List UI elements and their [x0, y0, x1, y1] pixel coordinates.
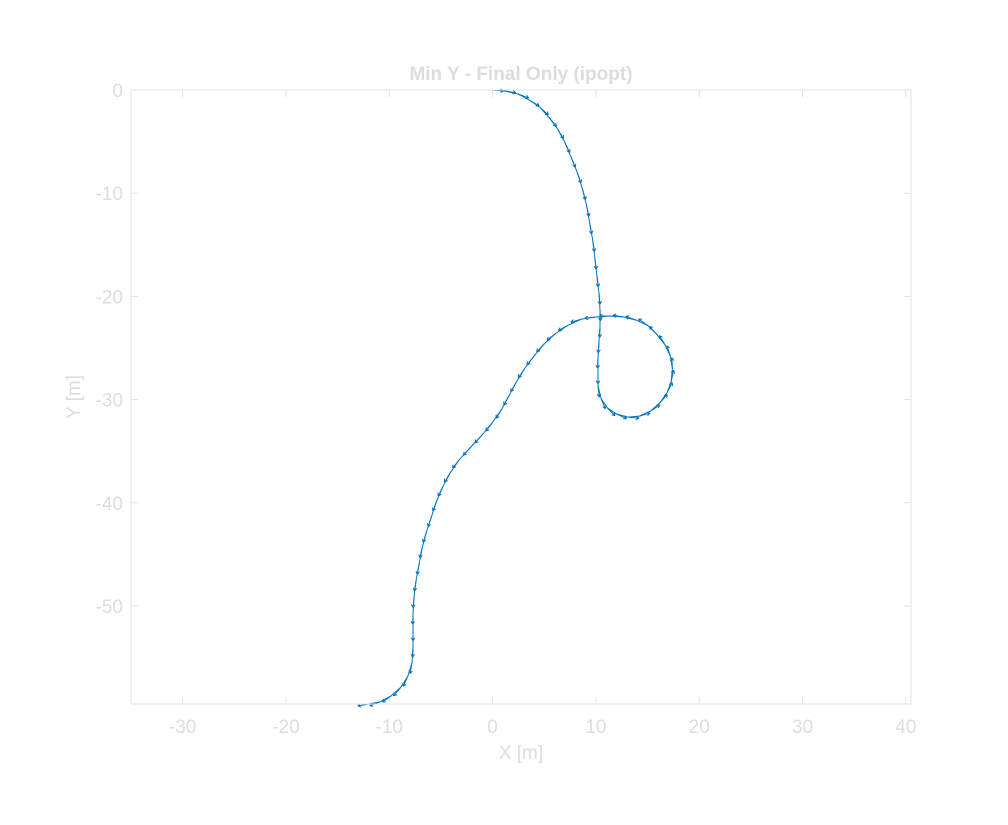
x-tick-label: 0 [487, 717, 498, 738]
chart-title: Min Y - Final Only (ipopt) [409, 64, 632, 85]
y-tick-label: -40 [96, 494, 123, 515]
y-tick-label: -10 [96, 184, 123, 205]
x-tick-label: -10 [376, 717, 403, 738]
trajectory-line [368, 89, 673, 705]
x-tick-label: 40 [895, 717, 916, 738]
y-tick-label: 0 [112, 81, 123, 102]
quiver-arrows [357, 88, 676, 708]
y-tick-label: -30 [96, 391, 123, 412]
x-tick-label: 10 [585, 717, 606, 738]
y-tick-label: -20 [96, 287, 123, 308]
axis-ticks: -30 -20 -10 0 10 20 30 40 0 -10 -20 -30 -40 -50 [96, 81, 917, 738]
x-tick-label: -20 [272, 717, 299, 738]
x-tick-label: 30 [792, 717, 813, 738]
x-tick-label: -30 [169, 717, 196, 738]
x-axis-label: X [m] [499, 743, 543, 764]
x-tick-label: 20 [689, 717, 710, 738]
y-axis-label: Y [m] [64, 375, 85, 419]
axes-frame [130, 89, 912, 705]
y-tick-label: -50 [96, 597, 123, 618]
